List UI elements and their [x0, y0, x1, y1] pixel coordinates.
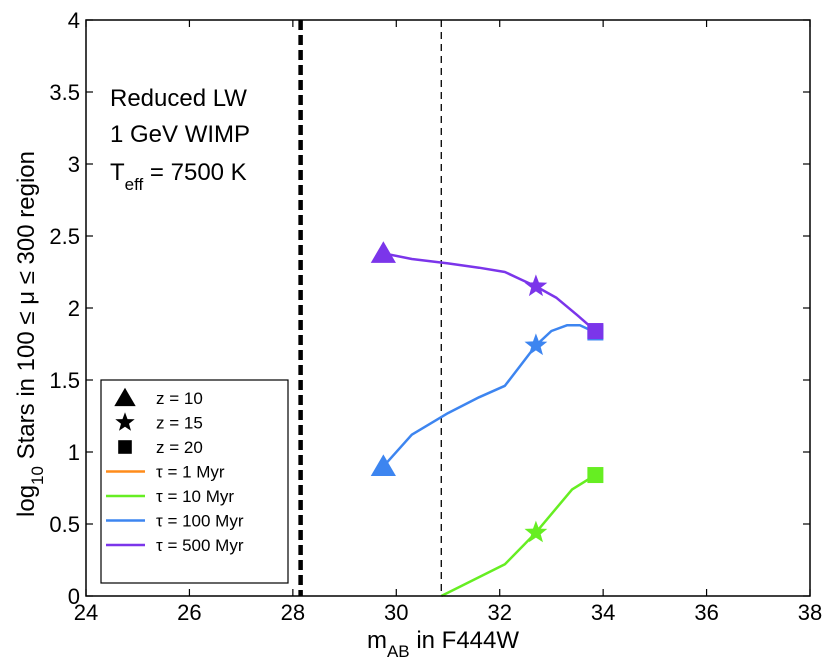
x-tick-label: 38: [798, 600, 822, 625]
y-tick-label: 2.5: [49, 224, 80, 249]
legend-marker-star: [115, 412, 135, 431]
legend-label: τ = 1 Myr: [156, 463, 225, 482]
x-axis-title-rest: in F444W: [410, 627, 520, 654]
y-axis-title-main: log: [13, 485, 40, 517]
annotation-t-subscript: eff: [125, 175, 144, 194]
annotation-line-2: 1 GeV WIMP: [110, 121, 250, 148]
series-line: [383, 252, 597, 332]
reference-lines: [298, 20, 442, 596]
annotation-line-3: Teff = 7500 K: [110, 159, 247, 194]
series-line: [440, 473, 597, 598]
legend: z = 10 z = 15 z = 20 τ = 1 Myr τ = 10 Myr τ =…: [100, 379, 289, 584]
legend-label: τ = 100 Myr: [156, 512, 244, 531]
x-axis-title: mAB in F444W: [367, 627, 519, 661]
x-axis-title-main: m: [367, 627, 387, 654]
x-tick-label: 30: [384, 600, 408, 625]
data-point-square: [587, 323, 604, 340]
y-tick-label: 1: [68, 440, 80, 465]
annotation-line-1: Reduced LW: [110, 85, 247, 112]
axis-ticks: 24 26 28 30 32 34 36 38 0 0.5 1 1.5 2 2.5 3 3.5 4: [49, 8, 822, 625]
data-point-star: [524, 333, 548, 356]
y-axis-title-subscript: 10: [28, 466, 47, 485]
x-axis-title-subscript: AB: [387, 642, 410, 661]
legend-marker-square: [118, 440, 132, 454]
legend-box: [100, 379, 289, 584]
legend-marker-triangle: [114, 387, 136, 407]
y-tick-label: 0.5: [49, 512, 80, 537]
x-tick-label: 28: [281, 600, 305, 625]
legend-label: z = 10: [156, 389, 203, 408]
data-point-star: [524, 520, 548, 543]
legend-label: τ = 10 Myr: [156, 487, 234, 506]
annotation-t: T: [110, 159, 125, 186]
y-tick-label: 1.5: [49, 368, 80, 393]
y-axis-title-rest: Stars in 100 ≤ μ ≤ 300 region: [13, 151, 40, 466]
x-tick-label: 34: [591, 600, 615, 625]
data-point-square: [587, 467, 604, 484]
annotation-block: Reduced LW 1 GeV WIMP Teff = 7500 K: [110, 85, 250, 194]
series-markers: [370, 241, 604, 543]
legend-label: z = 20: [156, 438, 203, 457]
series-lines: [382, 252, 597, 598]
x-tick-label: 26: [177, 600, 201, 625]
x-tick-label: 36: [694, 600, 718, 625]
x-tick-label: 24: [74, 600, 98, 625]
x-tick-label: 32: [487, 600, 511, 625]
annotation-t-rest: = 7500 K: [143, 159, 246, 186]
y-tick-label: 4: [68, 8, 80, 33]
y-tick-label: 0: [68, 584, 80, 609]
legend-label: z = 15: [156, 414, 203, 433]
data-point-triangle: [370, 241, 396, 263]
y-tick-label: 3.5: [49, 80, 80, 105]
data-point-triangle: [370, 454, 396, 476]
y-tick-label: 3: [68, 152, 80, 177]
series-line: [382, 324, 596, 468]
legend-label: τ = 500 Myr: [156, 536, 244, 555]
data-point-star: [524, 274, 548, 297]
y-axis-title: log10 Stars in 100 ≤ μ ≤ 300 region: [13, 151, 47, 517]
y-tick-label: 2: [68, 296, 80, 321]
